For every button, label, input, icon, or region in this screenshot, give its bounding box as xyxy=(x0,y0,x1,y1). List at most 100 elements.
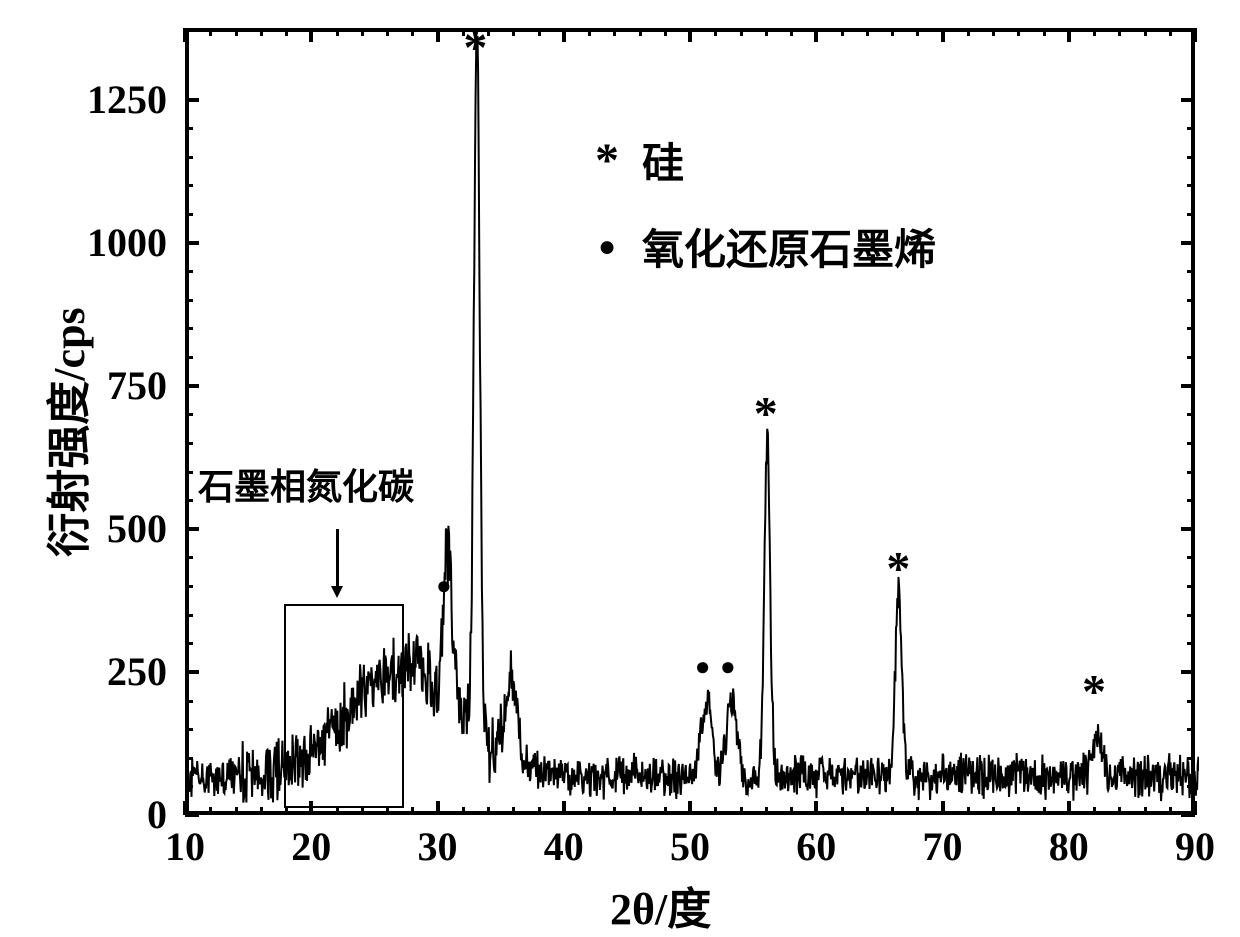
x-minor-tick xyxy=(790,28,793,36)
x-tick-label: 30 xyxy=(418,823,458,870)
x-minor-tick xyxy=(992,28,995,36)
x-minor-tick xyxy=(336,807,339,815)
chart-container: 衍射强度/cps 2θ/度 石墨相氮化碳 0250500750100012501… xyxy=(0,0,1240,921)
y-minor-tick xyxy=(185,556,193,559)
x-tick-label: 80 xyxy=(1049,823,1089,870)
legend-entry: *硅 xyxy=(590,130,684,191)
y-tick-label: 1250 xyxy=(0,76,167,123)
x-minor-tick xyxy=(588,28,591,36)
x-minor-tick xyxy=(639,807,642,815)
y-minor-tick xyxy=(1187,785,1195,788)
x-minor-tick xyxy=(916,807,919,815)
peak-marker-silicon: * xyxy=(754,387,778,442)
x-major-tick xyxy=(1067,28,1071,42)
x-minor-tick xyxy=(1118,807,1121,815)
y-minor-tick xyxy=(1187,614,1195,617)
legend-label: 硅 xyxy=(642,130,684,191)
x-minor-tick xyxy=(235,28,238,36)
x-minor-tick xyxy=(639,28,642,36)
x-minor-tick xyxy=(512,807,515,815)
x-major-tick xyxy=(183,28,187,42)
y-major-tick xyxy=(1181,384,1195,388)
x-major-tick xyxy=(941,801,945,815)
x-minor-tick xyxy=(891,807,894,815)
y-major-tick xyxy=(1181,98,1195,102)
legend-entry: ●氧化还原石墨烯 xyxy=(590,216,936,277)
x-minor-tick xyxy=(1169,807,1172,815)
x-minor-tick xyxy=(209,28,212,36)
y-minor-tick xyxy=(1187,471,1195,474)
peak-marker-silicon: * xyxy=(1082,664,1106,719)
y-minor-tick xyxy=(185,757,193,760)
x-minor-tick xyxy=(1093,807,1096,815)
x-minor-tick xyxy=(411,807,414,815)
x-minor-tick xyxy=(1144,28,1147,36)
x-minor-tick xyxy=(1093,28,1096,36)
x-minor-tick xyxy=(462,807,465,815)
x-tick-label: 40 xyxy=(544,823,584,870)
annotation-leader-arrow xyxy=(331,586,343,598)
y-minor-tick xyxy=(185,785,193,788)
x-minor-tick xyxy=(336,28,339,36)
y-minor-tick xyxy=(1187,413,1195,416)
y-minor-tick xyxy=(1187,270,1195,273)
y-minor-tick xyxy=(1187,299,1195,302)
x-major-tick xyxy=(941,28,945,42)
x-tick-label: 70 xyxy=(923,823,963,870)
y-minor-tick xyxy=(1187,442,1195,445)
y-minor-tick xyxy=(185,413,193,416)
x-major-tick xyxy=(562,801,566,815)
y-major-tick xyxy=(185,813,199,817)
peak-marker-rgo: ● xyxy=(695,652,711,682)
x-minor-tick xyxy=(866,28,869,36)
x-major-tick xyxy=(309,28,313,42)
y-minor-tick xyxy=(185,700,193,703)
x-minor-tick xyxy=(411,28,414,36)
y-minor-tick xyxy=(1187,184,1195,187)
legend-marker: * xyxy=(590,133,624,188)
x-minor-tick xyxy=(260,807,263,815)
y-major-tick xyxy=(185,98,199,102)
x-minor-tick xyxy=(209,807,212,815)
x-minor-tick xyxy=(285,28,288,36)
y-major-tick xyxy=(185,384,199,388)
x-major-tick xyxy=(1193,28,1197,42)
x-minor-tick xyxy=(538,807,541,815)
y-minor-tick xyxy=(1187,499,1195,502)
x-major-tick xyxy=(562,28,566,42)
y-major-tick xyxy=(185,670,199,674)
peak-marker-rgo: ● xyxy=(436,571,452,601)
x-major-tick xyxy=(1193,801,1197,815)
x-major-tick xyxy=(688,28,692,42)
y-tick-label: 250 xyxy=(0,648,167,695)
y-major-tick xyxy=(1181,527,1195,531)
x-major-tick xyxy=(436,801,440,815)
x-minor-tick xyxy=(765,28,768,36)
x-axis-label: 2θ/度 xyxy=(610,873,711,937)
y-major-tick xyxy=(1181,670,1195,674)
y-minor-tick xyxy=(185,299,193,302)
x-minor-tick xyxy=(386,28,389,36)
y-minor-tick xyxy=(1187,127,1195,130)
x-minor-tick xyxy=(992,807,995,815)
x-minor-tick xyxy=(512,28,515,36)
y-minor-tick xyxy=(185,728,193,731)
x-minor-tick xyxy=(866,807,869,815)
x-tick-label: 50 xyxy=(670,823,710,870)
x-major-tick xyxy=(436,28,440,42)
plot-area xyxy=(185,28,1195,815)
x-minor-tick xyxy=(538,28,541,36)
y-minor-tick xyxy=(185,270,193,273)
x-minor-tick xyxy=(386,807,389,815)
x-minor-tick xyxy=(967,807,970,815)
peak-marker-rgo: ● xyxy=(720,652,736,682)
x-minor-tick xyxy=(916,28,919,36)
x-minor-tick xyxy=(1118,28,1121,36)
y-minor-tick xyxy=(185,585,193,588)
y-tick-label: 750 xyxy=(0,362,167,409)
y-minor-tick xyxy=(1187,356,1195,359)
x-minor-tick xyxy=(613,28,616,36)
y-tick-label: 500 xyxy=(0,505,167,552)
x-minor-tick xyxy=(487,807,490,815)
y-minor-tick xyxy=(185,614,193,617)
